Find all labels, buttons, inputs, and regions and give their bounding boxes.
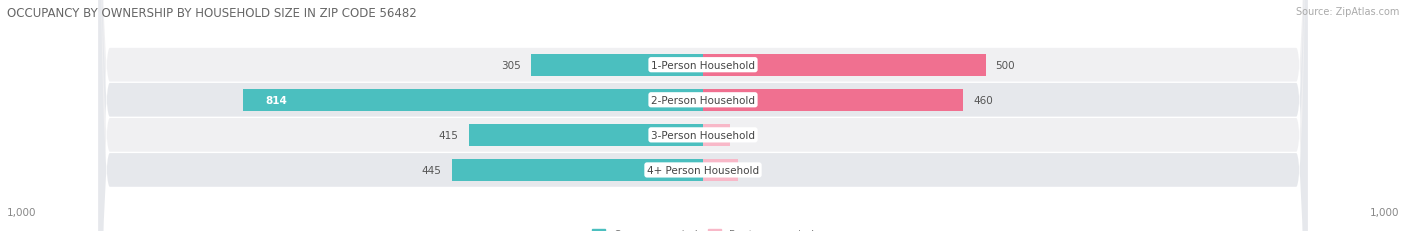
Text: 305: 305: [501, 61, 520, 70]
FancyBboxPatch shape: [98, 0, 1308, 231]
Legend: Owner-occupied, Renter-occupied: Owner-occupied, Renter-occupied: [592, 229, 814, 231]
FancyBboxPatch shape: [98, 0, 1308, 231]
Bar: [468, 125, 703, 146]
FancyBboxPatch shape: [98, 0, 1308, 231]
Text: 445: 445: [422, 165, 441, 175]
Text: 1,000: 1,000: [1369, 207, 1399, 218]
Bar: [703, 125, 730, 146]
Bar: [703, 90, 963, 111]
Text: 500: 500: [995, 61, 1015, 70]
Text: Source: ZipAtlas.com: Source: ZipAtlas.com: [1295, 7, 1399, 17]
Bar: [703, 159, 738, 181]
Bar: [530, 55, 703, 76]
Text: OCCUPANCY BY OWNERSHIP BY HOUSEHOLD SIZE IN ZIP CODE 56482: OCCUPANCY BY OWNERSHIP BY HOUSEHOLD SIZE…: [7, 7, 416, 20]
Text: 1-Person Household: 1-Person Household: [651, 61, 755, 70]
Text: 3-Person Household: 3-Person Household: [651, 130, 755, 140]
Text: 48: 48: [741, 130, 754, 140]
Bar: [451, 159, 703, 181]
Bar: [703, 55, 986, 76]
Bar: [243, 90, 703, 111]
Text: 1,000: 1,000: [7, 207, 37, 218]
Text: 415: 415: [439, 130, 458, 140]
Text: 4+ Person Household: 4+ Person Household: [647, 165, 759, 175]
Text: 460: 460: [973, 95, 993, 105]
Text: 2-Person Household: 2-Person Household: [651, 95, 755, 105]
Text: 62: 62: [748, 165, 762, 175]
Text: 814: 814: [266, 95, 288, 105]
FancyBboxPatch shape: [98, 0, 1308, 231]
